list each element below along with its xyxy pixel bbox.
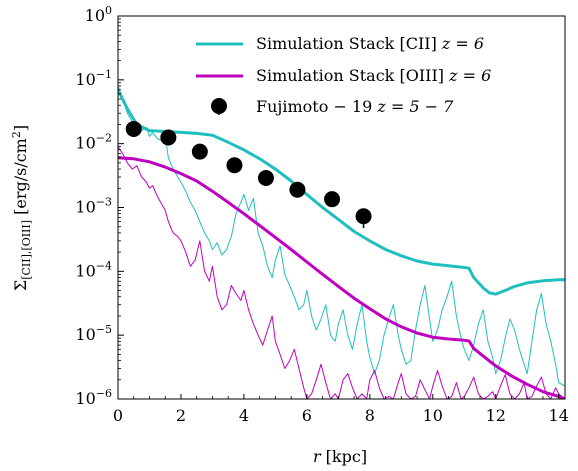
- data-point-3: [226, 157, 243, 174]
- x-tick-label-0: 0: [113, 406, 123, 425]
- legend-label-fujimoto: Fujimoto − 19 z = 5 − 7: [256, 97, 454, 116]
- data-point-1: [160, 129, 177, 146]
- x-tick-label-4: 8: [365, 406, 375, 425]
- y-tick-label-5: 10−1: [75, 68, 112, 89]
- y-tick-label-4: 10−2: [75, 132, 112, 153]
- data-point-2: [191, 143, 208, 160]
- data-point-7: [355, 208, 372, 225]
- y-tick-label-0: 10−6: [75, 387, 112, 408]
- series-line-3: [118, 146, 565, 399]
- data-point-0: [125, 120, 142, 137]
- observation-points: [125, 120, 372, 229]
- y-tick-label-2: 10−4: [75, 259, 112, 280]
- series-line-1: [118, 156, 565, 399]
- x-tick-label-7: 14: [549, 406, 569, 425]
- y-tick-label-1: 10−5: [75, 323, 112, 344]
- x-axis-label: r [kpc]: [313, 447, 367, 466]
- data-point-4: [257, 169, 274, 186]
- legend: Simulation Stack [CII] z = 6 Simulation …: [196, 34, 491, 116]
- y-tick-label-3: 10−3: [75, 196, 112, 217]
- x-tick-label-3: 6: [302, 406, 312, 425]
- x-tick-label-1: 2: [176, 406, 186, 425]
- y-axis-label: Σ[CII],[OIII] [erg/s/cm2]: [10, 125, 33, 291]
- series-layer: [118, 85, 565, 399]
- y-axis-ticks: 10−6 10−5 10−4 10−3 10−2 10−1 100: [75, 4, 124, 408]
- legend-label-oiii: Simulation Stack [OIII] z = 6: [256, 66, 491, 85]
- y-tick-label-6: 100: [85, 4, 112, 25]
- x-tick-label-2: 4: [239, 406, 249, 425]
- series-line-2: [118, 85, 565, 387]
- x-axis-ticks: 0 2 4 6 8 10 12 14: [113, 394, 569, 425]
- x-tick-label-6: 12: [486, 406, 506, 425]
- data-point-6: [324, 191, 341, 208]
- data-point-5: [289, 181, 306, 198]
- x-tick-label-5: 10: [423, 406, 443, 425]
- series-line-0: [118, 89, 565, 296]
- legend-label-cii: Simulation Stack [CII] z = 6: [256, 34, 484, 53]
